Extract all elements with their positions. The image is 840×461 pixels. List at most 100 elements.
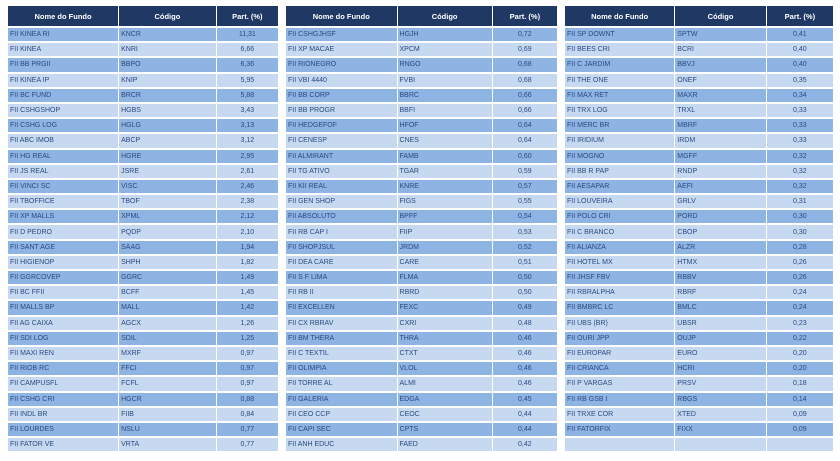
table-row: FII BB CORP BBRC 0,66: [286, 86, 558, 102]
table-row: FII OLIMPIA VLOL 0,46: [286, 360, 558, 376]
fund-code: HGBS: [119, 101, 217, 118]
fund-participation: 3,13: [216, 117, 279, 133]
fund-name: FII BC FUND: [8, 86, 120, 102]
table-row: FII FATORFIX FIXX 0,09: [565, 420, 834, 437]
fund-participation: 0,30: [766, 208, 834, 224]
table-row: FII S F LIMA FLMA 0,50: [286, 269, 558, 285]
table-row: FII C TEXTIL CTXT 0,46: [286, 344, 558, 361]
fund-name: FII OLIMPIA: [286, 360, 398, 376]
fund-name: FII BB R PAP: [565, 162, 676, 178]
table-row: FII RB II RBRD 0,50: [286, 284, 558, 300]
fund-code: OUJP: [675, 329, 767, 345]
fund-participation: 0,32: [766, 177, 834, 194]
fund-code: MBRF: [675, 117, 767, 133]
table-row: FII HOTEL MX HTMX 0,26: [565, 253, 834, 269]
table-row: FII TBOFFICE TBOF 2,38: [8, 193, 279, 209]
table-row: FII XP MACAE XPCM 0,69: [286, 41, 558, 57]
table-row: FII IRIDIUM IRDM 0,33: [565, 132, 834, 148]
fund-participation: [766, 436, 834, 452]
fund-code: PQDP: [119, 223, 217, 239]
table-row: FII XP MALLS XPML 2,12: [8, 208, 279, 224]
fund-participation: 0,41: [766, 26, 834, 42]
fund-code: EURO: [675, 344, 767, 361]
fund-code: JRDM: [397, 238, 493, 254]
fund-code: HGRE: [119, 147, 217, 163]
table-row: FII BMBRC LC BMLC 0,24: [565, 299, 834, 315]
fund-code: BBRC: [397, 86, 493, 102]
table-row: FII THE ONE ONEF 0,35: [565, 71, 834, 87]
table-row: FII CX RBRAV CXRI 0,48: [286, 314, 558, 330]
fund-participation: 0,09: [766, 420, 834, 437]
fund-name: FII P VARGAS: [565, 375, 676, 391]
fund-name: FII D PEDRO: [8, 223, 120, 239]
fund-participation: 0,45: [492, 390, 558, 406]
fund-name: FII CRIANCA: [565, 360, 676, 376]
table-row: FII RIONEGRO RNGO 0,68: [286, 56, 558, 72]
fund-name: FII JHSF FBV: [565, 269, 676, 285]
table-row: FII VINCI SC VISC 2,46: [8, 177, 279, 194]
fund-code: EDGA: [397, 390, 493, 406]
fund-name: FII RB II: [286, 284, 398, 300]
table-row: FII CSHG LOG HGLG 3,13: [8, 117, 279, 133]
fund-participation: 0,64: [492, 132, 558, 148]
fund-participation: 0,40: [766, 56, 834, 72]
fund-name: FII KII REAL: [286, 177, 398, 194]
table-row: FII OURI JPP OUJP 0,22: [565, 329, 834, 345]
fund-name: FII HOTEL MX: [565, 253, 676, 269]
fund-participation: 3,43: [216, 101, 279, 118]
fund-participation: 0,33: [766, 101, 834, 118]
table-row: FII TORRE AL ALMI 0,46: [286, 375, 558, 391]
fund-participation: 0,33: [766, 117, 834, 133]
table-row: FII MOGNO MGFF 0,32: [565, 147, 834, 163]
fund-participation: 0,68: [492, 56, 558, 72]
fund-name: FII BMBRC LC: [565, 299, 676, 315]
fund-code: FCFL: [119, 375, 217, 391]
fund-name: FII TBOFFICE: [8, 193, 120, 209]
table-row: FII SDI LOG SDIL 1,25: [8, 329, 279, 345]
fund-participation: 0,57: [492, 177, 558, 194]
fund-participation: 0,54: [492, 208, 558, 224]
fund-participation: 2,61: [216, 162, 279, 178]
table-row: FII CAMPUSFL FCFL 0,97: [8, 375, 279, 391]
fund-participation: 0,22: [766, 329, 834, 345]
fund-participation: 2,10: [216, 223, 279, 239]
fund-participation: 0,97: [216, 375, 279, 391]
table-row: FII RIOB RC FFCI 0,97: [8, 360, 279, 376]
fund-code: HTMX: [675, 253, 767, 269]
fund-code: XPCM: [397, 41, 493, 57]
fund-participation: 0,20: [766, 344, 834, 361]
table-row: FII GALERIA EDGA 0,45: [286, 390, 558, 406]
fund-name: FII LOURDES: [8, 420, 120, 437]
fund-code: HCRI: [675, 360, 767, 376]
fund-name: FII CEO CCP: [286, 405, 398, 421]
fund-name: FII HG REAL: [8, 147, 120, 163]
fund-name: FII BC FFII: [8, 284, 120, 300]
table-row: FII TRX LOG TRXL 0,33: [565, 101, 834, 118]
fund-name: FII BB PRGII: [8, 56, 120, 72]
fund-name: FII THE ONE: [565, 71, 676, 87]
table-row: FII CENESP CNES 0,64: [286, 132, 558, 148]
fund-name: FII KINEA IP: [8, 71, 120, 87]
column-header-name: Nome do Fundo: [565, 6, 676, 26]
table-row: FII KINEA IP KNIP 5,95: [8, 71, 279, 87]
fund-participation: 0,50: [492, 284, 558, 300]
fund-code: TBOF: [119, 193, 217, 209]
table-row: FII ANH EDUC FAED 0,42: [286, 436, 558, 452]
fund-participation: 0,31: [766, 193, 834, 209]
fund-participation: 0,60: [492, 147, 558, 163]
fund-participation: 0,66: [492, 86, 558, 102]
column-header-code: Código: [675, 6, 767, 26]
table-row: FII BC FFII BCFF 1,45: [8, 284, 279, 300]
fund-code: FFCI: [119, 360, 217, 376]
fund-name: FII CAPI SEC: [286, 420, 398, 437]
fund-code: FAED: [397, 436, 493, 452]
table-row: [565, 436, 834, 452]
fund-code: MAXR: [675, 86, 767, 102]
fund-participation: 1,26: [216, 314, 279, 330]
fund-participation: 0,77: [216, 436, 279, 452]
fund-code: BBVJ: [675, 56, 767, 72]
fund-participation: 0,28: [766, 238, 834, 254]
fund-code: CPTS: [397, 420, 493, 437]
fund-participation: 1,25: [216, 329, 279, 345]
fund-code: TRXL: [675, 101, 767, 118]
